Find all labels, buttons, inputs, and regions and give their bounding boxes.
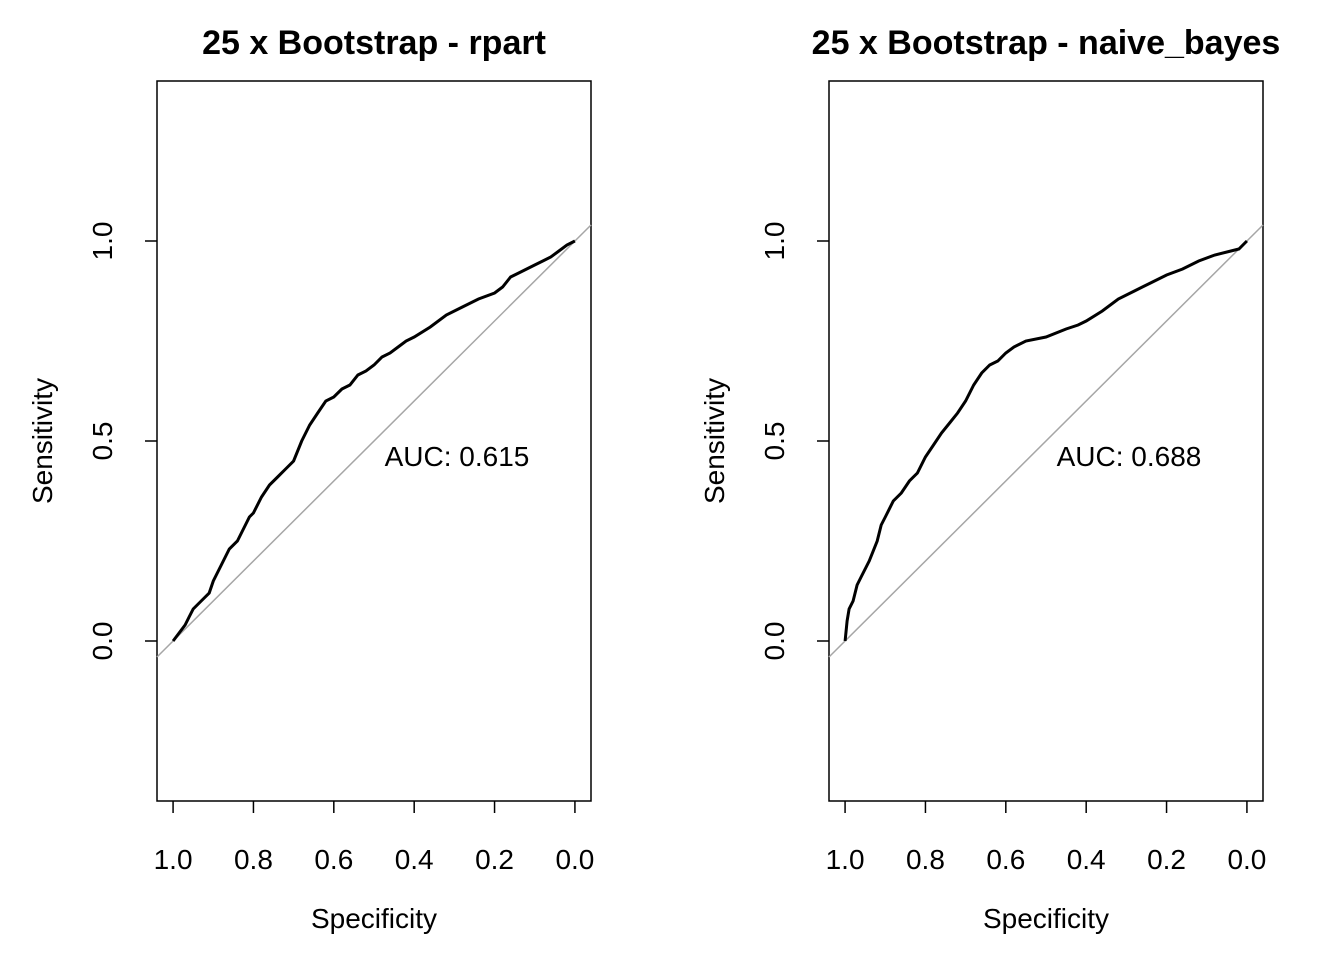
y-tick-label: 1.0 <box>87 222 118 261</box>
x-tick-label: 0.2 <box>475 844 514 875</box>
x-tick-label: 0.2 <box>1147 844 1186 875</box>
x-tick-label: 0.8 <box>234 844 273 875</box>
y-tick-label: 0.5 <box>759 422 790 461</box>
y-tick-label: 0.5 <box>87 422 118 461</box>
y-axis-label: Sensitivity <box>27 378 58 504</box>
x-tick-label: 0.0 <box>1227 844 1266 875</box>
y-tick-label: 0.0 <box>87 622 118 661</box>
roc-curve <box>171 239 576 642</box>
x-tick-label: 1.0 <box>154 844 193 875</box>
chart-title: 25 x Bootstrap - naive_bayes <box>812 24 1281 62</box>
chart-panel-naive-bayes: 25 x Bootstrap - naive_bayes 1.0 0.8 0.6 0.… <box>699 24 1280 934</box>
chart-title: 25 x Bootstrap - rpart <box>202 24 546 62</box>
x-tick-label: 1.0 <box>826 844 865 875</box>
roc-curve <box>843 239 1248 642</box>
x-tick-label: 0.8 <box>906 844 945 875</box>
x-axis-label: Specificity <box>983 903 1109 934</box>
auc-annotation: AUC: 0.615 <box>385 441 530 472</box>
x-axis-label: Specificity <box>311 903 437 934</box>
x-tick-label: 0.0 <box>555 844 594 875</box>
auc-annotation: AUC: 0.688 <box>1057 441 1202 472</box>
y-tick-label: 0.0 <box>759 622 790 661</box>
y-tick-label: 1.0 <box>759 222 790 261</box>
y-axis-label: Sensitivity <box>699 378 730 504</box>
reference-diagonal <box>828 224 1264 658</box>
reference-diagonal <box>156 224 592 658</box>
chart-panel-rpart: 25 x Bootstrap - rpart 1.0 0.8 0.6 0.4 0.2 0.… <box>27 24 594 934</box>
x-tick-label: 0.6 <box>986 844 1025 875</box>
x-tick-label: 0.6 <box>314 844 353 875</box>
x-tick-label: 0.4 <box>1067 844 1106 875</box>
x-tick-label: 0.4 <box>395 844 434 875</box>
